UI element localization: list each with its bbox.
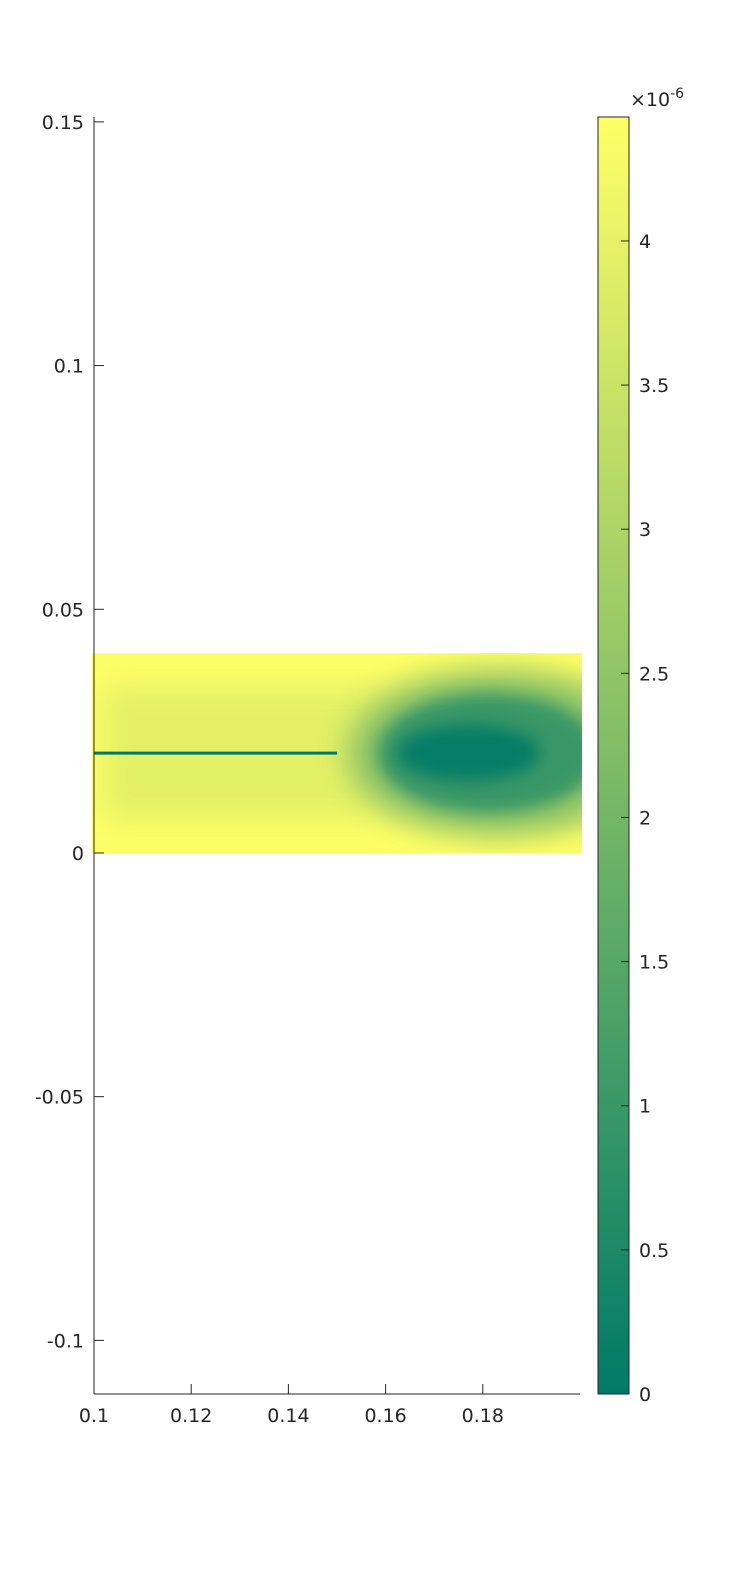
colorbar-tick-label: 4 [639, 231, 651, 253]
colorbar-gradient [598, 117, 629, 1394]
x-tick-label: 0.14 [267, 1405, 309, 1427]
colorbar-tick-label: 0 [639, 1384, 651, 1406]
colorbar-tick-label: 2.5 [639, 663, 669, 685]
y-tick-label: 0.15 [42, 112, 84, 134]
x-tick-label: 0.1 [79, 1405, 109, 1427]
colorbar-tick-label: 3 [639, 519, 651, 541]
heatmap-field [92, 653, 650, 853]
colorbar-exponent-prefix: ×10 [630, 89, 670, 111]
colorbar-tick-label: 2 [639, 807, 651, 829]
y-tick-label: 0.1 [54, 356, 84, 378]
colorbar-tick-label: 3.5 [639, 375, 669, 397]
y-tick-label: -0.05 [35, 1087, 84, 1109]
x-tick-label: 0.12 [170, 1405, 212, 1427]
colorbar: 0 0.5 1 1.5 2 2.5 3 3.5 4 ×10-6 [598, 86, 684, 1406]
colorbar-exponent: ×10-6 [630, 86, 684, 111]
y-tick-label: -0.1 [47, 1330, 84, 1352]
x-tick-label: 0.16 [364, 1405, 406, 1427]
colorbar-tick-label: 0.5 [639, 1240, 669, 1262]
colorbar-exponent-power: -6 [670, 86, 684, 102]
colorbar-tick-label: 1 [639, 1096, 651, 1118]
low-value-core [397, 725, 540, 781]
x-axis-ticks: 0.1 0.12 0.14 0.16 0.18 [79, 1384, 504, 1427]
colorbar-tick-label: 1.5 [639, 952, 669, 974]
y-tick-label: 0 [72, 843, 84, 865]
y-tick-label: 0.05 [42, 599, 84, 621]
x-tick-label: 0.18 [462, 1405, 504, 1427]
